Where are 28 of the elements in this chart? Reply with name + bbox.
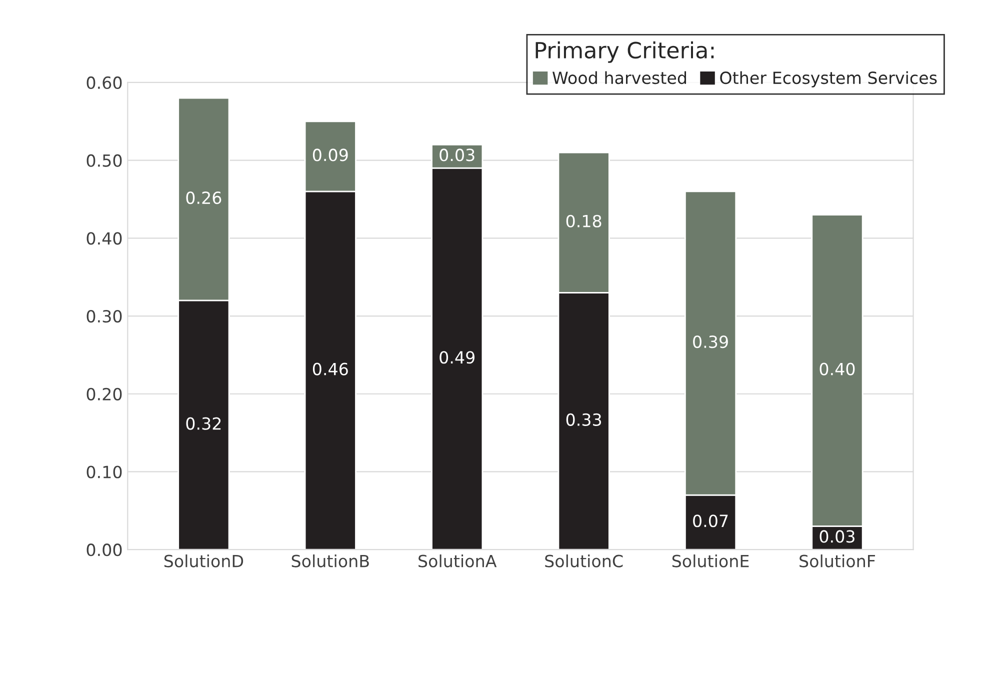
x-tick-label: SolutionD	[164, 554, 244, 568]
data-label: 0.09	[312, 148, 348, 162]
data-label: 0.07	[693, 514, 728, 528]
data-label: 0.33	[566, 413, 602, 426]
x-tick-label: SolutionA	[418, 554, 497, 568]
data-label: 0.18	[566, 214, 602, 228]
data-label: 0.03	[440, 148, 474, 162]
data-label: 0.03	[820, 530, 854, 543]
y-tick-label: 0.50	[86, 154, 122, 167]
x-tick-label: SolutionB	[292, 554, 369, 568]
y-tick-label: 0.40	[86, 232, 122, 245]
data-label: 0.26	[186, 191, 222, 204]
legend-title: Primary Criteria:	[536, 41, 714, 63]
y-tick-label: 0.10	[86, 466, 122, 478]
y-tick-label: 0.00	[86, 544, 122, 556]
x-tick-label: SolutionE	[672, 554, 749, 568]
y-tick-label: 0.30	[86, 310, 122, 323]
data-label: 0.39	[693, 336, 728, 348]
data-label: 0.46	[312, 362, 348, 376]
data-label: 0.32	[186, 417, 221, 430]
legend-label: Wood harvested	[552, 71, 686, 84]
legend-label: Other Ecosystem Services	[720, 71, 937, 88]
data-label: 0.49	[440, 351, 474, 364]
y-tick-label: 0.60	[86, 76, 122, 90]
x-tick-label: SolutionF	[800, 554, 876, 568]
x-tick-label: SolutionC	[545, 554, 623, 568]
y-tick-label: 0.20	[86, 388, 122, 400]
data-label: 0.40	[820, 362, 855, 376]
